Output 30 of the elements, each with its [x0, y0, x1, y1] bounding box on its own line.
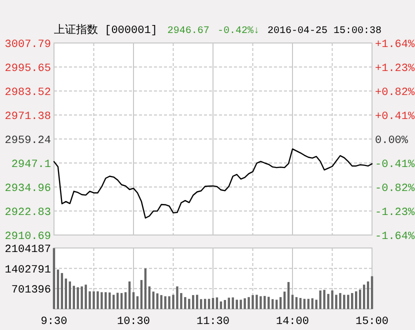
y2-tick-label: +1.64% [375, 39, 415, 51]
y-tick-label: 2910.69 [4, 231, 51, 243]
y-tick-label: 2971.38 [4, 110, 51, 123]
y-tick-label: 2995.65 [4, 63, 51, 76]
x-tick-label: 9:30 [40, 316, 68, 328]
y2-tick-label: +1.23% [375, 63, 415, 75]
text: -0.42%↓ [217, 26, 260, 37]
y-tick-label: 3007.79 [4, 39, 51, 51]
text: 2016-04-25 15:00:38 [267, 26, 382, 37]
y-tick-label: 1402791 [4, 264, 52, 276]
y-tick-label: 2922.83 [4, 206, 51, 219]
y-tick-label: 701396 [11, 284, 51, 297]
y2-tick-label: 0.00% [375, 135, 408, 147]
y2-tick-label: -1.64% [375, 231, 415, 243]
x-tick-label: 10:30 [116, 316, 150, 328]
y-tick-label: 2947.1 [11, 159, 52, 172]
y-tick-label: 2983.52 [4, 86, 51, 99]
y-tick-label: 2104187 [4, 244, 51, 256]
y2-tick-label: +0.41% [375, 111, 415, 123]
chart-title: 上证指数 [000001] [54, 23, 158, 37]
y2-tick-label: -1.23% [375, 207, 415, 219]
x-tick-label: 15:00 [355, 316, 389, 328]
x-tick-label: 14:00 [276, 316, 310, 328]
y2-tick-label: -0.41% [375, 159, 415, 171]
y2-tick-label: +0.82% [375, 87, 415, 99]
y-tick-label: 2934.96 [4, 183, 51, 196]
y2-tick-label: -0.82% [375, 183, 415, 195]
text: 2946.67 [167, 26, 210, 37]
y-tick-label: 2959.24 [4, 135, 52, 147]
x-tick-label: 11:30 [196, 316, 230, 328]
